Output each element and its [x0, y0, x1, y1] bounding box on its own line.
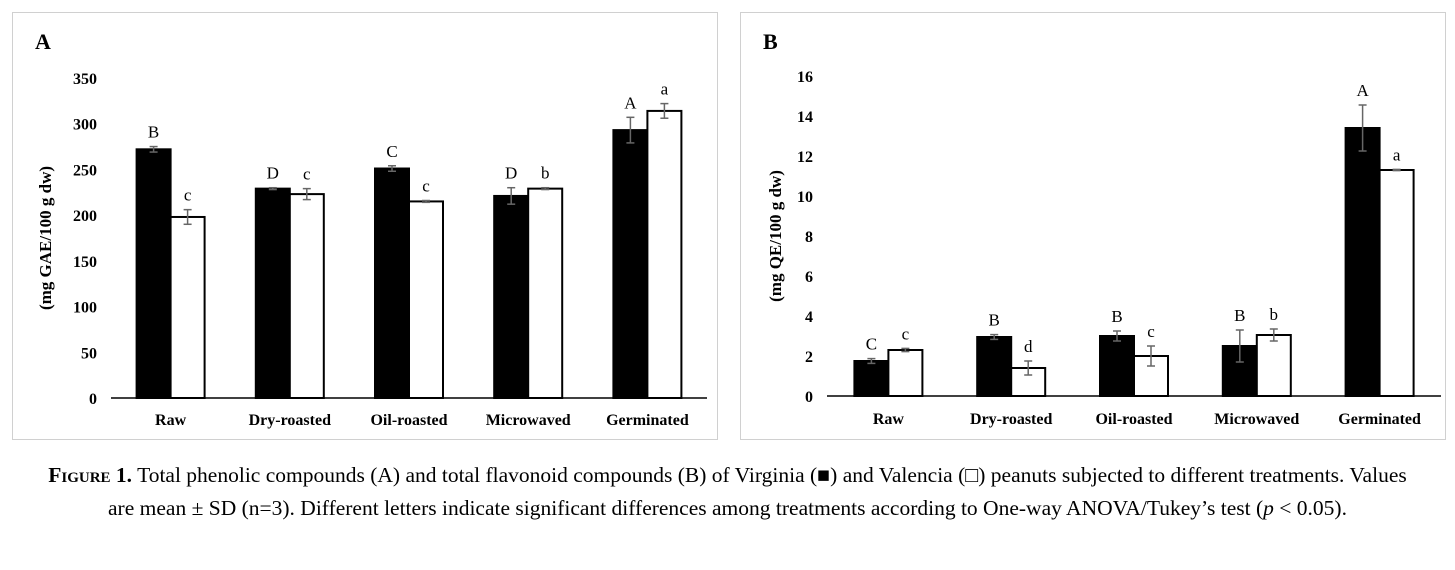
significance-letter: B	[989, 311, 1000, 330]
chart-a-svg: 0 50 100 150 200 250 300 350 (mg GAE/100 g dw) Bc…	[36, 71, 707, 429]
significance-letter: b	[1270, 305, 1279, 324]
x-category-label: Dry-roasted	[970, 411, 1052, 428]
significance-letter: A	[1356, 81, 1369, 100]
x-category-label: Germinated	[1338, 411, 1421, 428]
panel-label-a: A	[35, 29, 51, 54]
y-tick-label: 14	[797, 109, 813, 126]
caption-text: Total phenolic compounds (A) and total f…	[108, 463, 1407, 520]
significance-letter: D	[505, 164, 517, 183]
significance-letter: c	[422, 177, 430, 196]
caption-label: Figure 1.	[48, 463, 133, 487]
bar	[612, 129, 649, 399]
x-category-label: Oil-roasted	[370, 412, 447, 429]
bar	[853, 360, 890, 397]
y-tick-label: 50	[81, 345, 97, 362]
significance-letter: a	[1393, 145, 1401, 164]
y-tick-label: 10	[797, 189, 813, 206]
bar	[493, 194, 530, 399]
y-axis-label: (mg QE/100 g dw)	[766, 170, 785, 302]
y-tick-label: 2	[805, 349, 813, 366]
x-category-label: Dry-roasted	[249, 412, 331, 429]
x-category-label: Oil-roasted	[1095, 411, 1172, 428]
bar	[288, 193, 325, 399]
bar	[169, 215, 206, 399]
x-category-label: Germinated	[606, 412, 689, 429]
significance-letter: a	[661, 80, 669, 99]
significance-letter: B	[148, 123, 159, 142]
significance-letter: c	[184, 186, 192, 205]
significance-letter: c	[303, 165, 311, 184]
bar	[408, 200, 444, 399]
panel-label-b: B	[763, 29, 778, 54]
caption-p-symbol: p	[1263, 496, 1274, 520]
significance-letter: C	[866, 335, 877, 354]
significance-letter: D	[267, 164, 279, 183]
significance-letter: B	[1111, 307, 1122, 326]
x-category-label: Raw	[155, 412, 187, 429]
bar	[1099, 335, 1135, 397]
significance-letter: C	[386, 142, 397, 161]
bar	[1255, 334, 1292, 397]
bar	[254, 187, 291, 399]
figure-caption: Figure 1. Total phenolic compounds (A) a…	[40, 459, 1415, 525]
bar	[887, 349, 924, 397]
y-tick-label: 8	[805, 229, 813, 246]
chart-b-svg: 0 2 4 6 8 10 12 14 16 (mg QE/100 g dw) Cc Raw Bd Dry-…	[766, 69, 1441, 428]
bar	[976, 336, 1013, 397]
y-tick-label: 150	[73, 254, 97, 271]
bar	[1344, 127, 1381, 397]
y-tick-label: 4	[805, 309, 813, 326]
x-category-label: Microwaved	[1214, 411, 1299, 428]
significance-letter: A	[624, 93, 637, 112]
bar	[374, 167, 410, 399]
bar	[527, 187, 564, 399]
caption-p-text: < 0.05).	[1273, 496, 1347, 520]
y-tick-label: 6	[805, 269, 813, 286]
y-tick-label: 0	[89, 391, 97, 408]
y-tick-label: 12	[797, 149, 813, 166]
y-tick-label: 200	[73, 208, 97, 225]
y-tick-label: 100	[73, 300, 97, 317]
significance-letter: B	[1234, 306, 1245, 325]
significance-letter: c	[902, 324, 910, 343]
y-tick-label: 0	[805, 389, 813, 406]
bar	[646, 109, 683, 400]
y-tick-label: 350	[73, 71, 97, 88]
y-tick-label: 16	[797, 69, 813, 86]
y-tick-label: 250	[73, 162, 97, 179]
significance-letter: c	[1147, 322, 1155, 341]
x-category-label: Raw	[873, 411, 905, 428]
significance-letter: d	[1024, 337, 1033, 356]
bar	[1378, 169, 1415, 397]
significance-letter: b	[541, 164, 550, 183]
x-category-label: Microwaved	[486, 412, 571, 429]
bar	[135, 148, 172, 399]
y-axis-label: (mg GAE/100 g dw)	[36, 166, 55, 310]
y-tick-label: 300	[73, 117, 97, 134]
